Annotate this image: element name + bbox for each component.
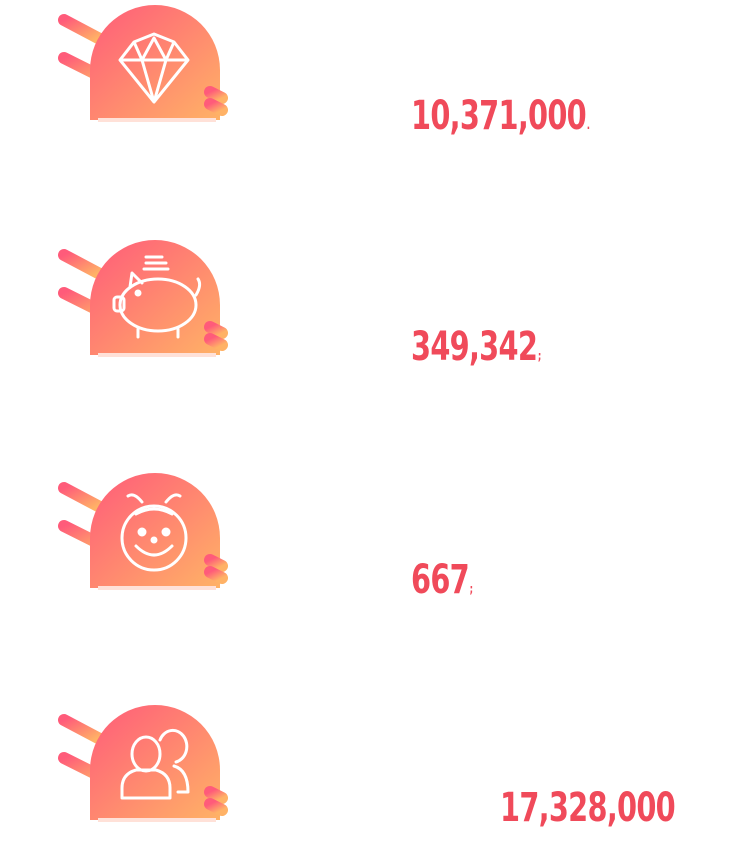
- diamond-icon: [118, 32, 190, 104]
- stat-tail: .: [586, 118, 590, 132]
- stat-number: 10,371,000: [411, 93, 587, 139]
- stat-row-users: 17,328,000: [0, 700, 750, 860]
- stat-row-diamond: 10,371,000.: [0, 0, 750, 160]
- stat-tail: ;: [537, 349, 542, 363]
- diamond-badge: [50, 0, 250, 140]
- users-badge: [50, 700, 250, 840]
- users-icon: [120, 728, 190, 800]
- stat-number: 17,328,000: [500, 785, 676, 831]
- stat-row-piggy-bank: 349,342;: [0, 235, 750, 395]
- stat-number: 349,342: [411, 324, 538, 370]
- piggy-bank-badge: [50, 235, 250, 375]
- stat-value-piggy-bank: 349,342;: [411, 327, 541, 367]
- smiling-child-icon: [120, 493, 188, 572]
- piggy-bank-icon: [112, 255, 202, 339]
- stat-row-child: 667;: [0, 468, 750, 628]
- stat-tail: ;: [469, 582, 474, 596]
- stat-value-child: 667;: [411, 560, 473, 600]
- stat-number: 667: [411, 557, 470, 603]
- stat-value-users: 17,328,000: [500, 788, 676, 828]
- child-badge: [50, 468, 250, 608]
- stat-value-diamond: 10,371,000.: [411, 96, 590, 136]
